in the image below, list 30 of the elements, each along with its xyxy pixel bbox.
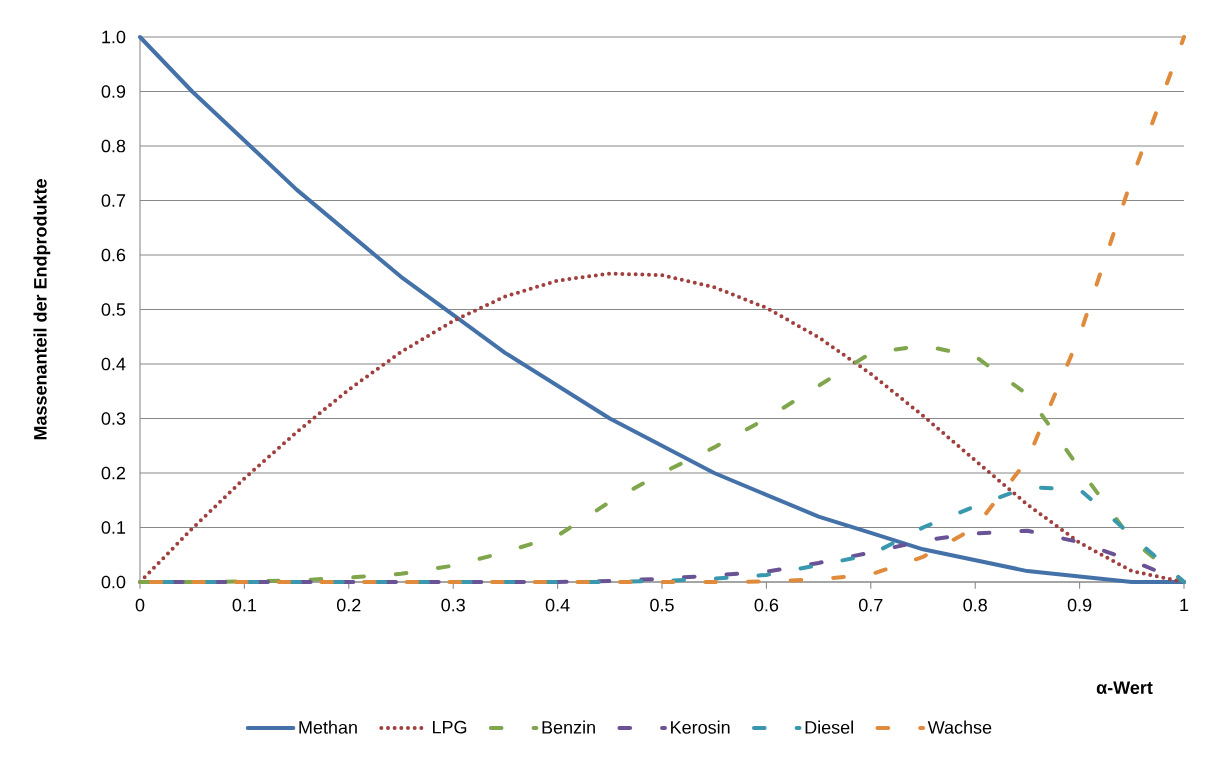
legend-label: LPG (433, 720, 467, 734)
y-axis-title: Massenanteil der Endprodukte (33, 179, 51, 440)
y-tick-label: 0.7 (101, 194, 126, 207)
x-tick-label: 1 (1180, 598, 1189, 612)
legend-label: Wachse (927, 720, 992, 734)
y-tick-label: 0.4 (101, 357, 126, 371)
x-tick-label: 0.9 (1067, 598, 1092, 612)
x-tick-label: 0.6 (754, 598, 779, 612)
y-tick-label: 0.5 (101, 303, 126, 316)
y-tick-label: 0.3 (101, 412, 126, 425)
y-tick-label: 0.0 (101, 575, 126, 589)
y-tick-label: 0.1 (101, 521, 126, 534)
x-tick-label: 0.1 (232, 598, 257, 612)
x-tick-label: 0.2 (337, 598, 361, 612)
x-tick-label: 0 (135, 598, 145, 612)
y-tick-label: 0.8 (101, 139, 126, 153)
y-tick-label: 0.6 (101, 248, 126, 262)
x-tick-label: 0.5 (650, 598, 674, 612)
x-tick-label: 0.7 (859, 598, 883, 612)
x-axis-title: α-Wert (1096, 681, 1153, 694)
x-tick-label: 0.4 (545, 598, 570, 612)
y-tick-label: 0.9 (101, 85, 126, 98)
legend-label: Diesel (805, 720, 853, 734)
y-tick-label: 0.2 (101, 466, 126, 480)
y-tick-label: 1.0 (102, 30, 126, 44)
legend-label: Benzin (542, 720, 595, 734)
legend-label: Kerosin (671, 720, 730, 734)
x-tick-label: 0.3 (441, 598, 465, 612)
legend-label: Methan (299, 720, 357, 734)
x-tick-label: 0.8 (963, 598, 987, 612)
